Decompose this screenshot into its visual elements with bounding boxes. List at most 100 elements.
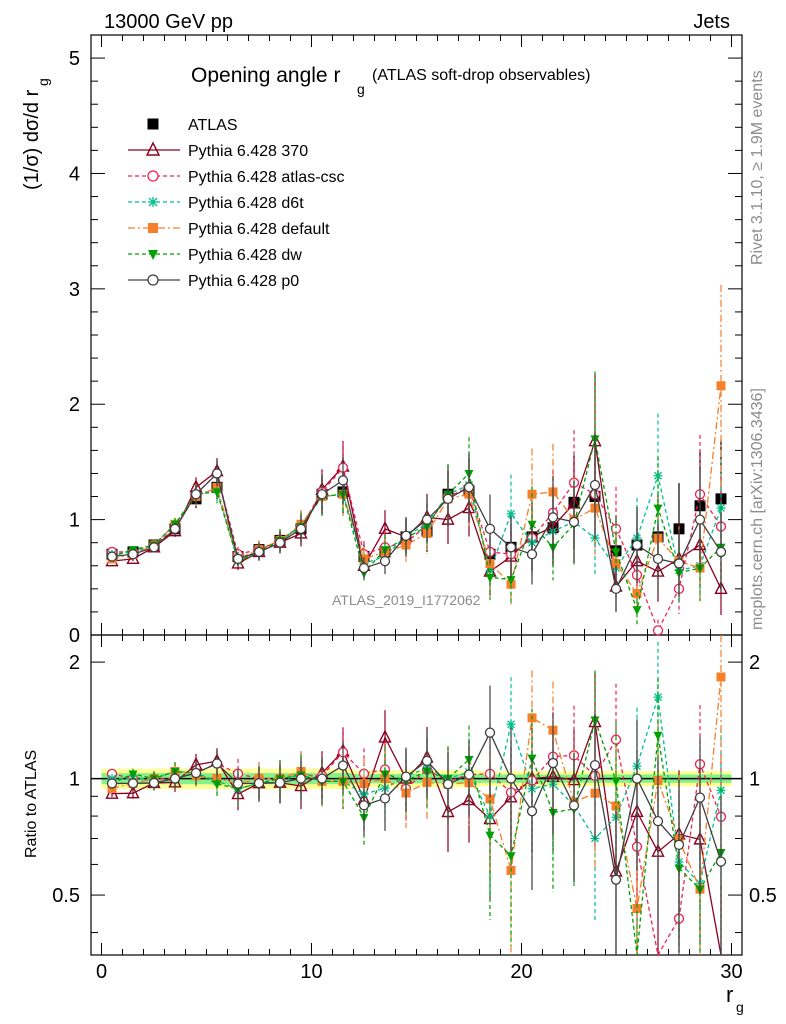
- data-point: [714, 580, 728, 595]
- data-point: [316, 489, 328, 500]
- series-line: [111, 438, 722, 612]
- data-point: [506, 719, 516, 729]
- series-line: [111, 385, 722, 595]
- ratio-y-tick-label-right: 2: [749, 652, 760, 674]
- data-point: [253, 778, 265, 789]
- legend: ATLAS Pythia 6.428 370 Pythia 6.428 atlas-…: [128, 117, 345, 290]
- series-0: [106, 439, 727, 586]
- ratio-series-line: [111, 676, 722, 909]
- ratio-series-1: [105, 672, 722, 956]
- data-point: [232, 553, 244, 564]
- data-point: [148, 250, 158, 260]
- legend-entry: ATLAS: [147, 117, 238, 134]
- main-plot: [105, 284, 728, 636]
- data-point: [190, 489, 202, 500]
- x-axis-label-main: r: [726, 982, 733, 1007]
- series-line: [111, 472, 722, 591]
- mcplots-label: mcplots.cern.ch [arXiv:1306.3436]: [749, 388, 766, 630]
- plot-title: Opening angle r g (ATLAS soft-drop obser…: [191, 64, 590, 97]
- legend-label: Pythia 6.428 atlas-csc: [188, 169, 345, 186]
- data-point: [484, 727, 496, 738]
- data-point: [148, 777, 160, 789]
- legend-entry: Pythia 6.428 atlas-csc: [128, 169, 345, 186]
- data-point: [653, 731, 663, 741]
- analysis-watermark: ATLAS_2019_I1772062: [332, 592, 481, 608]
- data-point: [652, 625, 664, 636]
- data-point: [147, 170, 159, 182]
- legend-entry: Pythia 6.428 370: [128, 141, 308, 160]
- data-point: [485, 794, 495, 804]
- data-point: [694, 792, 706, 803]
- data-point: [337, 760, 349, 771]
- data-point: [147, 274, 159, 286]
- legend-label: ATLAS: [188, 117, 238, 134]
- legend-label: Pythia 6.428 p0: [188, 273, 299, 290]
- axes: 0 10 20 30 0 1 2 3 4 5 0.5 0.5 1 1 2 2: [52, 34, 777, 983]
- data-point: [610, 874, 622, 885]
- x-tick-label: 0: [96, 961, 107, 983]
- x-axis-label: r g: [726, 982, 744, 1015]
- legend-entry: Pythia 6.428 d6t: [128, 195, 304, 212]
- ratio-y-tick-label: 1: [69, 769, 80, 791]
- header-left: 13000 GeV pp: [104, 11, 233, 33]
- legend-label: Pythia 6.428 dw: [188, 247, 302, 264]
- ratio-y-axis-label: Ratio to ATLAS: [23, 750, 40, 858]
- data-point: [631, 773, 643, 784]
- data-point: [147, 118, 159, 130]
- data-point: [106, 551, 118, 562]
- data-point: [611, 548, 621, 558]
- data-point: [632, 904, 642, 914]
- data-point: [148, 223, 158, 233]
- data-point: [316, 773, 328, 784]
- ratio-plot: [91, 635, 742, 957]
- data-point: [232, 778, 244, 789]
- legend-label: Pythia 6.428 d6t: [188, 195, 304, 212]
- data-point: [148, 542, 160, 553]
- data-point: [568, 516, 580, 528]
- data-point: [716, 672, 726, 682]
- ratio-series-2: [106, 683, 727, 957]
- title-sub: g: [357, 81, 365, 97]
- ratio-series-line: [111, 737, 722, 957]
- y-tick-label: 0: [69, 625, 80, 647]
- data-point: [169, 523, 181, 534]
- data-point: [421, 755, 433, 767]
- data-point: [632, 606, 642, 616]
- data-point: [589, 479, 601, 491]
- y-axis-label: (1/σ) dσ/d r g: [21, 78, 51, 190]
- ratio-y-tick-label-right: 1: [749, 769, 760, 791]
- data-point: [295, 773, 307, 784]
- data-point: [652, 553, 664, 564]
- rivet-version-label: Rivet 3.1.10, ≥ 1.9M events: [749, 70, 766, 265]
- ratio-series-4: [107, 635, 726, 955]
- data-point: [715, 856, 727, 867]
- series-6: [106, 431, 727, 613]
- x-tick-label: 20: [510, 961, 532, 983]
- legend-entry: Pythia 6.428 default: [128, 221, 330, 238]
- data-point: [106, 778, 118, 789]
- data-point: [526, 549, 538, 560]
- data-point: [547, 757, 559, 769]
- data-point: [505, 773, 517, 784]
- data-point: [378, 729, 392, 743]
- data-point: [212, 488, 222, 498]
- data-point: [127, 778, 139, 789]
- ratio-series-line: [111, 717, 722, 956]
- y-axis-label-main: (1/σ) dσ/d r: [21, 89, 43, 190]
- x-tick-label: 30: [720, 961, 742, 983]
- data-point: [148, 197, 158, 207]
- data-point: [547, 512, 559, 523]
- data-point: [190, 767, 202, 779]
- data-point: [631, 539, 643, 551]
- data-point: [505, 542, 517, 553]
- data-point: [337, 475, 349, 486]
- y-tick-label: 5: [69, 48, 80, 70]
- data-point: [358, 562, 370, 574]
- data-point: [610, 583, 622, 594]
- data-point: [169, 773, 181, 784]
- title-main: Opening angle r: [191, 64, 340, 87]
- data-point: [400, 771, 412, 782]
- data-point: [211, 468, 223, 479]
- data-point: [611, 558, 621, 568]
